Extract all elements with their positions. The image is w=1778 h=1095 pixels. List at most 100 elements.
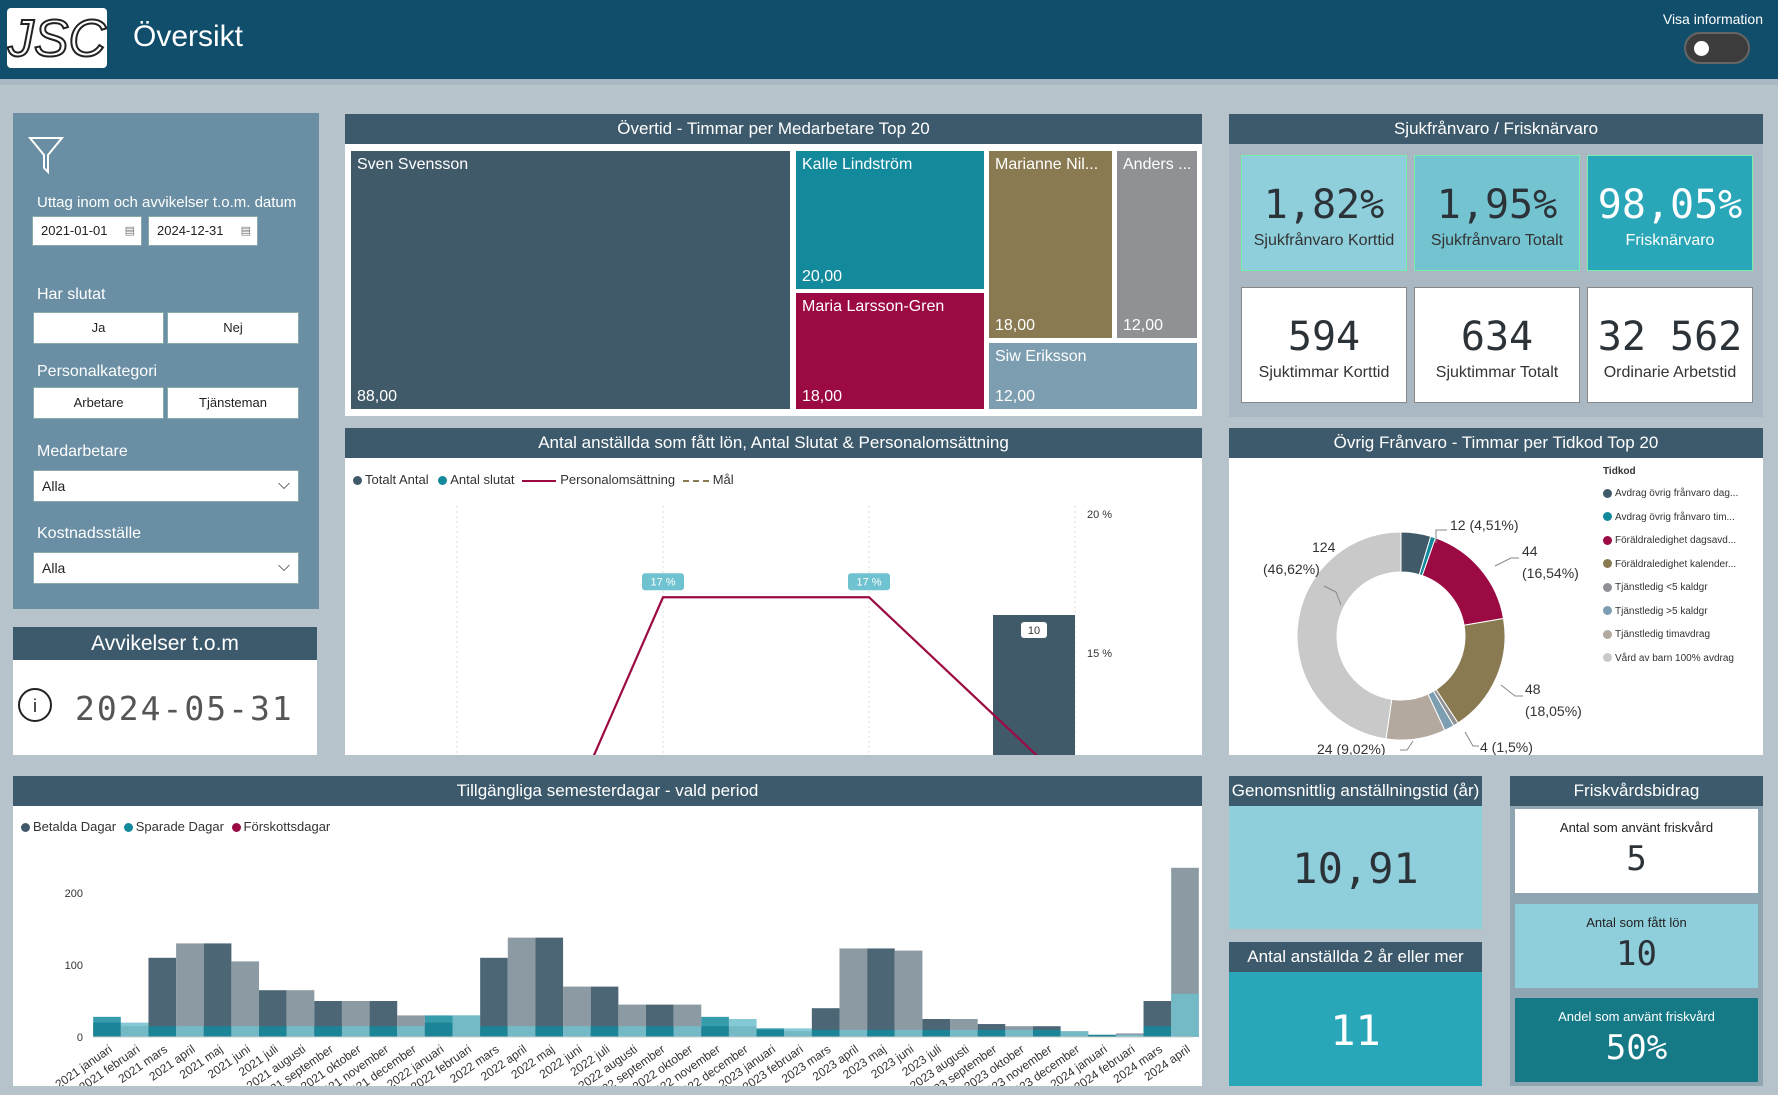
- tile-name: Siw Eriksson: [995, 348, 1087, 365]
- filter-icon: [28, 137, 64, 175]
- kostnadsstalle-dropdown[interactable]: Alla ⌵: [33, 552, 299, 584]
- legend-item[interactable]: Förskottsdagar: [243, 819, 331, 834]
- legend-item[interactable]: Totalt Antal: [365, 472, 429, 487]
- sjuk-panel: Sjukfrånvaro / Frisknärvaro 1,82% Sjukfrå…: [1229, 114, 1763, 417]
- sparade-area: [839, 1029, 868, 1037]
- har-slutat-ja-button[interactable]: Ja: [33, 312, 164, 344]
- frisk-card-2: Antal som fått lön 10: [1515, 904, 1758, 988]
- kostnadsstalle-value: Alla: [42, 560, 66, 576]
- kpi-label: Sjuktimmar Totalt: [1435, 364, 1559, 381]
- medarbetare-value: Alla: [42, 478, 66, 494]
- donut-legend-item[interactable]: Vård av barn 100% avdrag: [1603, 647, 1738, 671]
- donut-label: 12 (4,51%): [1450, 517, 1518, 533]
- y-tick-label: 100: [65, 960, 83, 972]
- info-toggle[interactable]: [1684, 32, 1750, 64]
- leader-line: [1323, 585, 1342, 606]
- donut-legend-item[interactable]: Föräldraledighet kalender...: [1603, 553, 1738, 577]
- legend-item[interactable]: Mål: [712, 472, 734, 487]
- pct-label-bg: [848, 573, 890, 591]
- kpi-value: 634: [1460, 314, 1534, 360]
- arbetare-button[interactable]: Arbetare: [33, 387, 164, 419]
- kpi-label: Frisknärvaro: [1625, 232, 1715, 249]
- svg-text:i: i: [33, 696, 37, 716]
- sparade-area: [590, 1026, 619, 1037]
- har-slutat-nej-button[interactable]: Nej: [167, 312, 299, 344]
- treemap-tile[interactable]: Maria Larsson-Gren 18,00: [796, 293, 984, 409]
- y-tick-label: 0: [77, 1032, 83, 1044]
- donut-legend-item[interactable]: Tjänstledig >5 kaldgr: [1603, 600, 1738, 624]
- tile-value: 12,00: [1123, 317, 1164, 334]
- date-to-input[interactable]: 2024-12-31 ▤: [148, 216, 258, 246]
- overtid-panel: Övertid - Timmar per Medarbetare Top 20 …: [345, 114, 1202, 416]
- legend-item[interactable]: Antal slutat: [450, 472, 515, 487]
- calendar-icon[interactable]: ▤: [124, 225, 135, 237]
- treemap-tile[interactable]: Anders ... 12,00: [1117, 151, 1197, 338]
- info-icon[interactable]: i: [17, 687, 53, 723]
- treemap-tile[interactable]: Kalle Lindström 20,00: [796, 151, 984, 289]
- date-to-value: 2024-12-31: [157, 223, 224, 238]
- legend-item[interactable]: Sparade Dagar: [135, 819, 224, 834]
- sparade-area: [397, 1026, 425, 1037]
- sparade-area: [535, 1026, 564, 1037]
- ovrig-panel: Övrig Frånvaro - Timmar per Tidkod Top 2…: [1229, 428, 1763, 755]
- legend-item[interactable]: Personalomsättning: [560, 472, 676, 487]
- donut-legend-item[interactable]: Avdrag övrig frånvaro tim...: [1603, 506, 1738, 530]
- date-from-value: 2021-01-01: [41, 223, 108, 238]
- treemap-tile[interactable]: Sven Svensson 88,00: [351, 151, 790, 409]
- kpi-card: 594 Sjuktimmar Korttid: [1241, 287, 1407, 403]
- frisk-card-value: 5: [1626, 839, 1647, 879]
- kpi-label: Sjukfrånvaro Korttid: [1253, 232, 1395, 249]
- betalda-area: [839, 948, 868, 1037]
- legend-dot: [1603, 606, 1612, 616]
- sparade-area: [756, 1028, 785, 1037]
- tjansteman-button[interactable]: Tjänsteman: [167, 387, 299, 419]
- sparade-area: [1088, 1034, 1116, 1037]
- donut-legend-item[interactable]: Tjänstledig <5 kaldgr: [1603, 576, 1738, 600]
- donut-legend-item[interactable]: Avdrag övrig frånvaro dag...: [1603, 482, 1738, 506]
- sparade-area: [1005, 1029, 1033, 1037]
- tile-value: 18,00: [995, 317, 1036, 334]
- legend-dot: [1603, 629, 1612, 639]
- leader-line: [1400, 740, 1414, 751]
- filter-panel: Uttag inom och avvikelser t.o.m. datum 2…: [13, 113, 319, 609]
- sparade-area: [977, 1029, 1006, 1037]
- chart-legend: Betalda Dagar Sparade Dagar Förskottsdag…: [21, 819, 330, 834]
- donut-legend-item[interactable]: Föräldraledighet dagsavd...: [1603, 529, 1738, 553]
- y2-tick-label: 15 %: [1087, 648, 1112, 660]
- donut-legend-item[interactable]: Tjänstledig timavdrag: [1603, 623, 1738, 647]
- sparade-area: [148, 1026, 177, 1037]
- page-title: Översikt: [133, 20, 244, 53]
- sparade-area: [646, 1026, 674, 1037]
- legend-item[interactable]: Betalda Dagar: [33, 819, 117, 834]
- sparade-area: [231, 1026, 260, 1037]
- betalda-area: [148, 957, 177, 1037]
- tile-name: Kalle Lindström: [802, 156, 913, 173]
- donut-legend-title: Tidkod: [1603, 466, 1636, 477]
- betalda-area: [176, 943, 204, 1037]
- avvikelser-card: Avvikelser t.o.m i 2024-05-31: [13, 627, 317, 755]
- tile-value: 12,00: [995, 388, 1036, 405]
- calendar-icon[interactable]: ▤: [240, 225, 251, 237]
- avvikelser-date: 2024-05-31: [75, 689, 294, 728]
- toggle-knob: [1694, 41, 1709, 56]
- sparade-area: [314, 1026, 342, 1037]
- y2-tick-label: 20 %: [1087, 509, 1112, 521]
- treemap-tile[interactable]: Siw Eriksson 12,00: [989, 343, 1197, 409]
- date-from-input[interactable]: 2021-01-01 ▤: [32, 216, 142, 246]
- kpi-label: Sjukfrånvaro Totalt: [1430, 232, 1564, 249]
- sparade-area: [259, 1026, 287, 1037]
- personalkategori-label: Personalkategori: [37, 363, 158, 380]
- betalda-area: [480, 957, 508, 1037]
- betalda-area: [203, 943, 232, 1037]
- medarbetare-dropdown[interactable]: Alla ⌵: [33, 470, 299, 502]
- sparade-area: [507, 1026, 536, 1037]
- legend-dot: [1603, 488, 1612, 498]
- donut-label: (46,62%): [1263, 561, 1320, 577]
- y-tick-label: 200: [65, 888, 83, 900]
- treemap-tile[interactable]: Marianne Nil... 18,00: [989, 151, 1112, 338]
- frisk-card-label: Andel som använt friskvård: [1558, 1009, 1715, 1024]
- genomsnitt-value: 10,91: [1292, 844, 1419, 893]
- avvikelser-title: Avvikelser t.o.m: [13, 627, 317, 660]
- sparade-area: [894, 1029, 923, 1037]
